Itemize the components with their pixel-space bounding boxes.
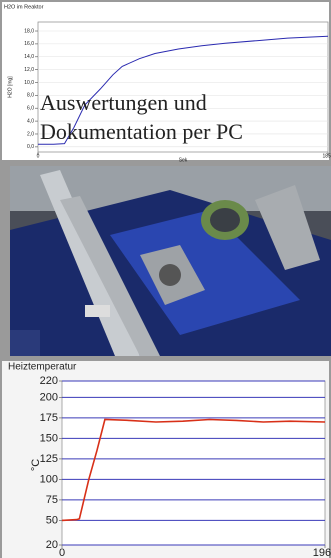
y-tick-label: 12,0	[24, 67, 34, 73]
y-tick-label: 220	[40, 375, 58, 387]
x-tick-label: 1859	[322, 153, 331, 159]
caption-line: Auswertungen und	[40, 90, 207, 115]
y-tick-label: 16,0	[24, 41, 34, 47]
y-tick-label: 2,0	[27, 131, 34, 137]
y-tick-label: 14,0	[24, 54, 34, 60]
y-tick-label: 10,0	[24, 80, 34, 86]
y-tick-label: 75	[46, 494, 58, 506]
photo	[10, 166, 331, 356]
chart-title: Heiztemperatur	[8, 362, 77, 373]
y-tick-label: 4,0	[27, 118, 34, 124]
y-tick-label: 125	[40, 453, 58, 465]
y-tick-label: 175	[40, 412, 58, 424]
page: {"chart_data": [ {"type": "line", "title…	[0, 0, 331, 558]
x-tick-label: 0	[59, 547, 65, 558]
composite: H2O im Reaktor 0,0 2,0 4,0 6,0 8,0 10,0 12,0 14,…	[0, 0, 331, 558]
y-tick-label: 0,0	[27, 144, 34, 150]
y-axis-label: °C	[30, 459, 42, 471]
x-axis-label: Sek	[179, 157, 188, 163]
y-tick-label: 18,0	[24, 28, 34, 34]
y-tick-label: 20	[46, 539, 58, 551]
y-axis-label: H2O [mg]	[7, 76, 13, 98]
y-tick-label: 6,0	[27, 106, 34, 112]
y-tick-label: 150	[40, 432, 58, 444]
y-tick-label: 50	[46, 514, 58, 526]
y-tick-label: 8,0	[27, 93, 34, 99]
chart-title: H2O im Reaktor	[4, 4, 44, 10]
y-tick-label: 200	[40, 391, 58, 403]
x-tick-label: 0	[37, 153, 40, 159]
y-tick-label: 100	[40, 473, 58, 485]
x-tick-label: 1960	[313, 547, 331, 558]
caption-line: Dokumentation per PC	[40, 119, 243, 144]
